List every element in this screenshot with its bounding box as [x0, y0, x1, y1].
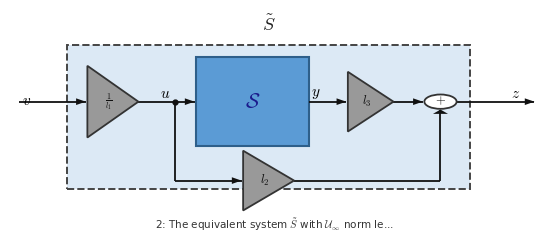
FancyBboxPatch shape — [67, 45, 470, 189]
Polygon shape — [348, 72, 393, 132]
Polygon shape — [76, 98, 86, 105]
Text: 2: The equivalent system $\tilde{S}$ with $\mathcal{U}_\infty$ norm le...: 2: The equivalent system $\tilde{S}$ wit… — [155, 216, 393, 233]
Polygon shape — [433, 110, 448, 114]
Text: $\frac{1}{l_1}$: $\frac{1}{l_1}$ — [105, 91, 112, 112]
Text: $l_2$: $l_2$ — [260, 173, 270, 188]
Polygon shape — [336, 98, 346, 105]
Text: $\tilde{S}$: $\tilde{S}$ — [262, 15, 276, 35]
Text: $+$: $+$ — [435, 95, 446, 108]
Circle shape — [424, 94, 456, 109]
Text: $u$: $u$ — [161, 86, 170, 101]
Text: $\mathcal{S}$: $\mathcal{S}$ — [245, 92, 260, 112]
Polygon shape — [87, 66, 139, 138]
FancyBboxPatch shape — [196, 57, 309, 146]
Polygon shape — [185, 98, 195, 105]
Polygon shape — [232, 177, 242, 184]
Text: $l_3$: $l_3$ — [362, 94, 372, 109]
Polygon shape — [413, 98, 423, 105]
Polygon shape — [525, 98, 534, 105]
Polygon shape — [243, 151, 294, 211]
Text: $v$: $v$ — [22, 93, 32, 108]
Text: $z$: $z$ — [511, 86, 520, 101]
Text: $y$: $y$ — [311, 86, 321, 101]
